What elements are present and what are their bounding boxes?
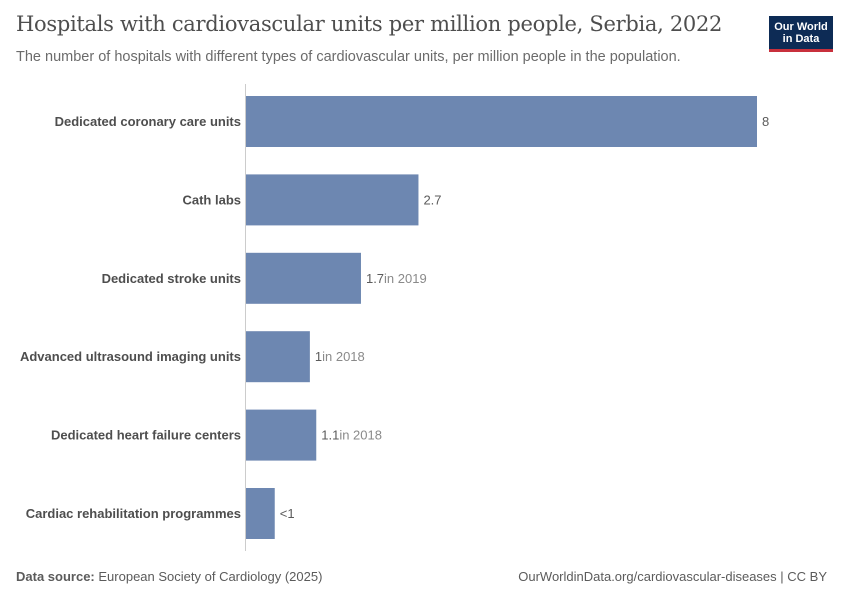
value-number: 1.1 (321, 428, 339, 443)
category-label: Dedicated stroke units (102, 271, 241, 286)
value-number: 8 (762, 114, 769, 129)
value-label: 2.7 (423, 192, 441, 207)
year-note: in 2019 (384, 271, 427, 286)
value-number: 2.7 (423, 192, 441, 207)
value-number: <1 (280, 506, 295, 521)
chart-subtitle: The number of hospitals with different t… (16, 49, 681, 65)
chart-title: Hospitals with cardiovascular units per … (16, 12, 723, 36)
value-label: 8 (762, 114, 769, 129)
bar (246, 252, 361, 304)
logo-line-2: in Data (782, 32, 820, 45)
bar (246, 96, 757, 147)
value-label: 1.7in 2019 (366, 271, 427, 286)
value-number: 1 (315, 349, 322, 364)
logo-line-1: Our World (774, 20, 828, 33)
bar (246, 409, 317, 461)
category-label: Cath labs (182, 192, 241, 207)
category-label: Dedicated coronary care units (55, 114, 241, 129)
category-label: Cardiac rehabilitation programmes (26, 506, 241, 521)
value-label: 1in 2018 (315, 349, 365, 364)
year-note: in 2018 (322, 349, 365, 364)
data-source-text[interactable]: European Society of Cardiology (2025) (98, 569, 323, 584)
bar (246, 174, 419, 226)
owid-logo[interactable]: Our World in Data (769, 16, 833, 52)
value-number: 1.7 (366, 271, 384, 286)
value-label: <1 (280, 506, 295, 521)
bar (246, 331, 310, 383)
category-label: Advanced ultrasound imaging units (20, 349, 241, 364)
footer-credit[interactable]: OurWorldinData.org/cardiovascular-diseas… (518, 569, 827, 584)
data-source-label: Data source: (16, 569, 95, 584)
category-label: Dedicated heart failure centers (51, 428, 241, 443)
year-note: in 2018 (339, 428, 382, 443)
value-label: 1.1in 2018 (321, 428, 382, 443)
data-source: Data source: European Society of Cardiol… (16, 569, 322, 584)
bar (246, 488, 275, 539)
